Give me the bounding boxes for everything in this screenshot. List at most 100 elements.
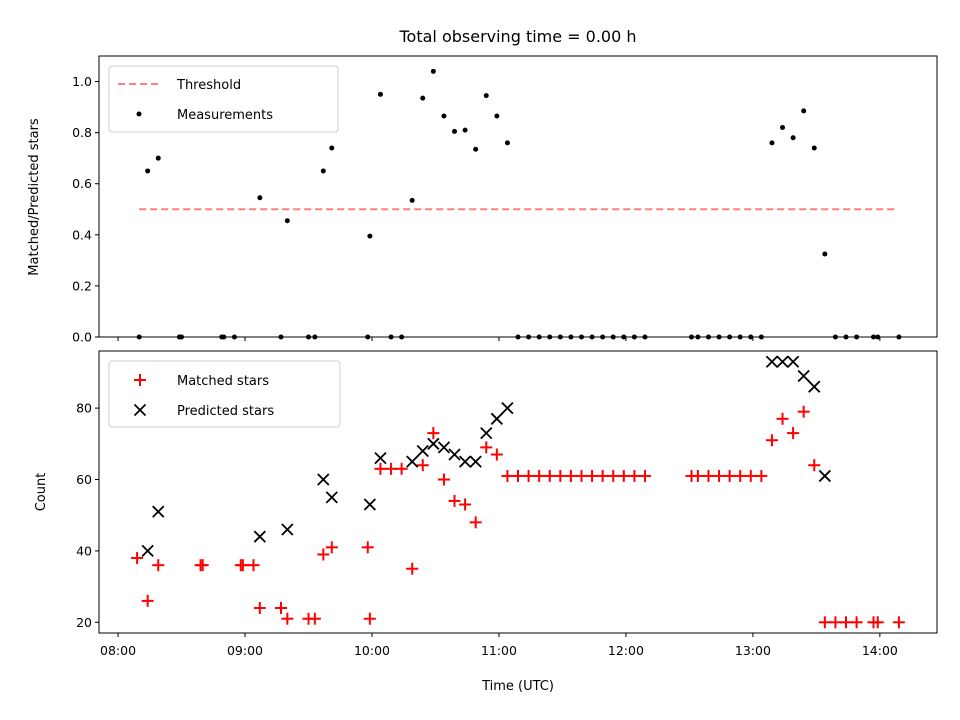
count-y-tick-label: 20 — [76, 615, 92, 630]
measurement-point — [145, 168, 151, 174]
measurement-point — [769, 140, 775, 146]
measurement-point — [409, 197, 415, 203]
ratio-y-tick-label: 0.8 — [72, 125, 92, 140]
x-tick-label: 10:00 — [354, 643, 390, 658]
matched-star-marker — [554, 469, 567, 482]
matched-star-marker — [702, 469, 715, 482]
matched-star-marker — [416, 459, 429, 472]
measurement-point — [536, 334, 542, 340]
predicted-star-marker — [406, 455, 419, 468]
measurement-point — [320, 168, 326, 174]
measurement-point — [600, 334, 606, 340]
measurement-point — [136, 334, 142, 340]
ratio-legend: Threshold Measurements — [108, 65, 339, 133]
measurement-point — [822, 251, 828, 257]
matched-star-marker — [871, 616, 884, 629]
matched-star-marker — [522, 469, 535, 482]
matched-star-marker — [776, 412, 789, 425]
matched-star-marker — [628, 469, 641, 482]
matched-star-marker — [437, 473, 450, 486]
measurement-point — [589, 334, 595, 340]
ratio-y-tick-label: 0.0 — [72, 330, 92, 345]
predicted-star-marker — [797, 369, 810, 383]
matched-star-marker — [808, 459, 821, 472]
legend-predicted-label: Predicted stars — [177, 404, 274, 419]
x-tick-label: 08:00 — [100, 643, 136, 658]
predicted-star-marker — [363, 498, 377, 511]
matched-star-marker — [236, 559, 249, 572]
matched-star-marker — [543, 469, 556, 482]
legend-matched-swatch — [134, 374, 146, 386]
measurement-point — [365, 334, 371, 340]
predicted-star-marker — [480, 426, 493, 440]
measurement-point — [526, 334, 532, 340]
matched-star-marker — [797, 405, 810, 418]
x-axis-label: Time (UTC) — [481, 679, 554, 694]
count-y-tick-label: 60 — [76, 472, 92, 487]
measurements-points — [136, 68, 902, 340]
matched-star-marker — [427, 427, 440, 440]
matched-star-marker — [512, 469, 524, 482]
matched-star-marker — [744, 469, 757, 482]
measurement-point — [832, 334, 838, 340]
predicted-star-marker — [490, 412, 503, 425]
measurement-point — [388, 334, 394, 340]
predicted-star-marker — [458, 455, 472, 468]
measurement-point — [610, 334, 616, 340]
measurement-point — [179, 334, 185, 340]
matched-star-marker — [247, 559, 260, 572]
matched-star-marker — [141, 594, 154, 607]
measurement-point — [801, 108, 807, 114]
measurement-point — [811, 145, 817, 151]
matched-star-marker — [575, 469, 588, 482]
measurement-point — [689, 334, 695, 340]
predicted-star-marker — [152, 505, 165, 518]
predicted-star-marker — [448, 448, 461, 461]
matched-star-marker — [607, 469, 620, 482]
measurement-point — [547, 334, 553, 340]
matched-star-marker — [308, 612, 321, 625]
measurement-point — [578, 334, 584, 340]
matched-star-marker — [564, 469, 577, 482]
x-tick-label: 13:00 — [735, 643, 771, 658]
predicted-star-marker — [765, 355, 779, 368]
measurement-point — [399, 334, 405, 340]
measurement-point — [896, 334, 902, 340]
measurement-point — [727, 334, 733, 340]
chart-title: Total observing time = 0.00 h — [398, 27, 636, 46]
measurement-point — [780, 125, 786, 131]
x-tick-label: 09:00 — [227, 643, 263, 658]
matched-star-marker — [818, 616, 831, 629]
ratio-y-tick-label: 0.4 — [72, 227, 92, 242]
predicted-star-marker — [808, 380, 821, 393]
matched-star-marker — [501, 469, 514, 482]
measurement-point — [306, 334, 311, 340]
measurement-point — [462, 127, 468, 133]
measurement-point — [221, 334, 227, 340]
matched-star-marker — [691, 469, 704, 482]
measurement-point — [871, 334, 877, 340]
count-x-ticks: 08:00 09:00 10:00 11:00 12:00 13:00 14:00 — [100, 633, 898, 658]
measurement-point — [875, 334, 881, 340]
matched-star-marker — [755, 469, 768, 482]
measurement-point — [155, 155, 161, 161]
legend-predicted-swatch — [133, 403, 147, 417]
matched-star-marker — [533, 469, 546, 482]
measurement-point — [377, 91, 383, 97]
legend-measurements-swatch — [136, 111, 142, 117]
predicted-star-marker — [325, 491, 338, 504]
measurement-point — [278, 334, 284, 340]
measurement-point — [515, 334, 521, 340]
measurement-point — [642, 334, 648, 340]
matched-star-marker — [713, 469, 726, 482]
count-points — [131, 355, 905, 629]
matched-star-marker — [374, 462, 387, 475]
predicted-star-marker — [818, 469, 831, 483]
measurement-point — [758, 334, 764, 340]
measurement-point — [483, 93, 489, 99]
matched-star-marker — [850, 616, 863, 629]
measurement-point — [621, 334, 627, 340]
ratio-y-axis-label: Matched/Predicted stars — [27, 118, 42, 276]
measurement-point — [568, 334, 574, 340]
x-tick-label: 14:00 — [862, 643, 898, 658]
